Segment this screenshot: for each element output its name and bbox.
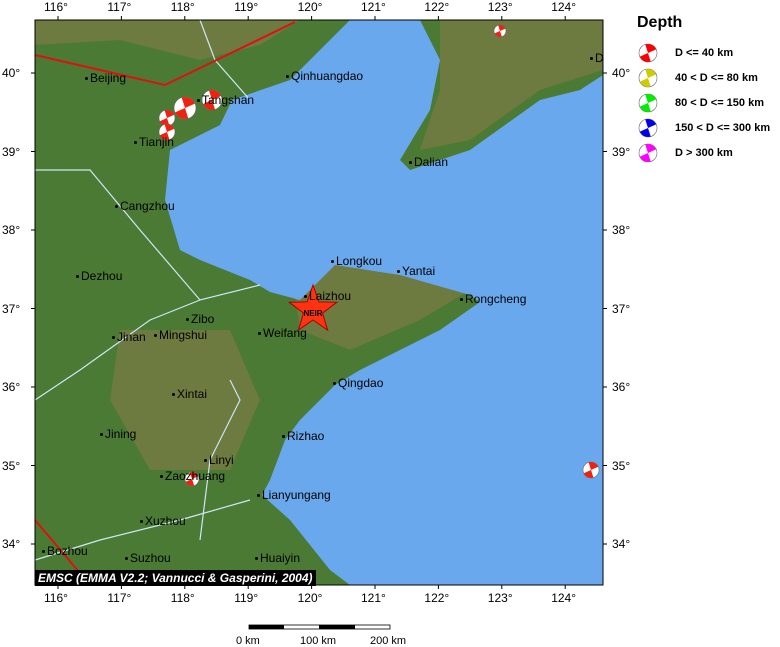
lon-tick-label: 124° [551,0,577,14]
lat-tick-label: 39° [2,144,21,159]
beachball-icon[interactable] [638,118,658,137]
lat-tick-label: 40° [2,66,21,80]
beachball-icon [638,68,658,87]
city-label: Yantai [397,265,435,277]
mountain-shading [35,20,603,470]
lon-tick-label: 117° [107,0,132,14]
map-frame [34,19,604,586]
lon-tick-label: 119° [234,591,259,605]
sea [165,20,603,585]
legend-label: D > 300 km [675,146,733,159]
lon-tick-label: 124° [551,591,577,605]
lat-tick-label: 37° [612,301,631,316]
lon-tick-label: 118° [170,591,195,605]
scale-label-0: 0 km [236,635,260,647]
lat-tick-label: 38° [612,223,631,237]
city-label: D [590,52,604,64]
earthquake-beachball[interactable] [158,109,176,127]
legend-title: Depth [637,14,683,31]
lon-tick-label: 120° [297,591,323,605]
lat-tick-label: 36° [612,380,631,394]
lat-tick-label: 38° [2,223,21,237]
city-label: Xuzhou [140,515,186,527]
city-label: Linyi [204,454,234,466]
city-label: Jinan [112,331,146,343]
city-label: Jining [100,428,136,440]
legend-label: 150 < D <= 300 km [675,121,771,134]
city-label: Qinhuangdao [286,70,363,82]
city-label: Mingshui [154,329,207,341]
lon-tick-label: 123° [487,591,513,605]
city-label: Cangzhou [115,200,175,212]
legend-label: 40 < D <= 80 km [675,71,758,84]
lat-tick-label: 37° [2,301,21,316]
lat-tick-label: 36° [2,380,21,394]
lat-tick-label: 34° [2,537,21,551]
legend-item: D <= 40 km [637,40,770,65]
city-label: Dalian [409,156,448,168]
data-credit: EMSC (EMMA V2.2; Vannucci & Gasperini, 2… [35,570,316,586]
legend-label: D <= 40 km [675,46,734,59]
lat-tick-label: 40° [612,66,631,80]
depth-legend: Depth D <= 40 km 40 < D <= 80 km 80 < D … [637,14,770,165]
legend-item: 40 < D <= 80 km [637,65,770,90]
frame-border [31,16,607,589]
city-label: Lianyungang [257,489,331,501]
lon-tick-label: 121° [361,0,386,14]
city-label: Tianjin [134,136,174,148]
legend-label: 80 < D <= 150 km [675,96,764,109]
city-label: Beijing [85,72,126,84]
lon-tick-label: 120° [297,0,323,14]
city-label: Rongcheng [460,293,526,305]
legend-item: 80 < D <= 150 km [637,90,770,115]
beachball-icon[interactable] [638,93,658,112]
city-label: Rizhao [282,430,324,442]
beachball-icon[interactable] [638,43,658,62]
city-label: Bozhou [42,545,88,557]
lat-tick-label: 34° [612,537,631,551]
lon-tick-label: 122° [424,0,450,14]
city-label: Longkou [331,255,382,267]
city-label: Xintai [172,388,207,400]
beachball-icon [638,43,658,62]
scale-label-200: 200 km [370,635,407,647]
city-label: Huaiyin [255,552,300,564]
city-label: Suzhou [125,552,171,564]
city-label: Qingdao [333,377,383,389]
city-label: Tangshan [197,94,254,106]
beachball-icon[interactable] [638,68,658,87]
lon-tick-label: 116° [44,0,68,14]
earthquake-beachball[interactable] [493,24,507,38]
beachball-icon[interactable] [638,143,658,162]
lon-tick-label: 122° [424,591,450,605]
earthquake-beachball[interactable] [173,96,197,120]
lon-tick-label: 119° [234,0,259,14]
city-label: Zibo [186,313,214,325]
scale-bar [248,624,391,630]
city-label: Dezhou [76,270,122,282]
scale-label-100: 100 km [300,635,337,647]
lon-tick-label: 121° [361,591,386,605]
legend-item: D > 300 km [637,140,770,165]
legend-item: 150 < D <= 300 km [637,115,770,140]
lat-tick-label: 35° [2,458,21,473]
lat-tick-label: 39° [612,144,631,159]
beachball-icon [638,93,658,112]
lon-tick-label: 123° [487,0,513,14]
beachball-icon [638,118,658,137]
city-label: Zaozhuang [160,470,225,482]
beachball-icon [638,143,658,162]
epicenter-label: NEIR [303,309,322,318]
lon-tick-label: 118° [170,0,195,14]
city-label: Weifang [258,327,307,339]
lon-tick-label: 116° [44,591,68,605]
lat-tick-label: 35° [612,458,631,473]
earthquake-beachball[interactable] [582,461,600,479]
lon-tick-label: 117° [107,591,132,605]
city-label: Laizhou [304,290,351,302]
